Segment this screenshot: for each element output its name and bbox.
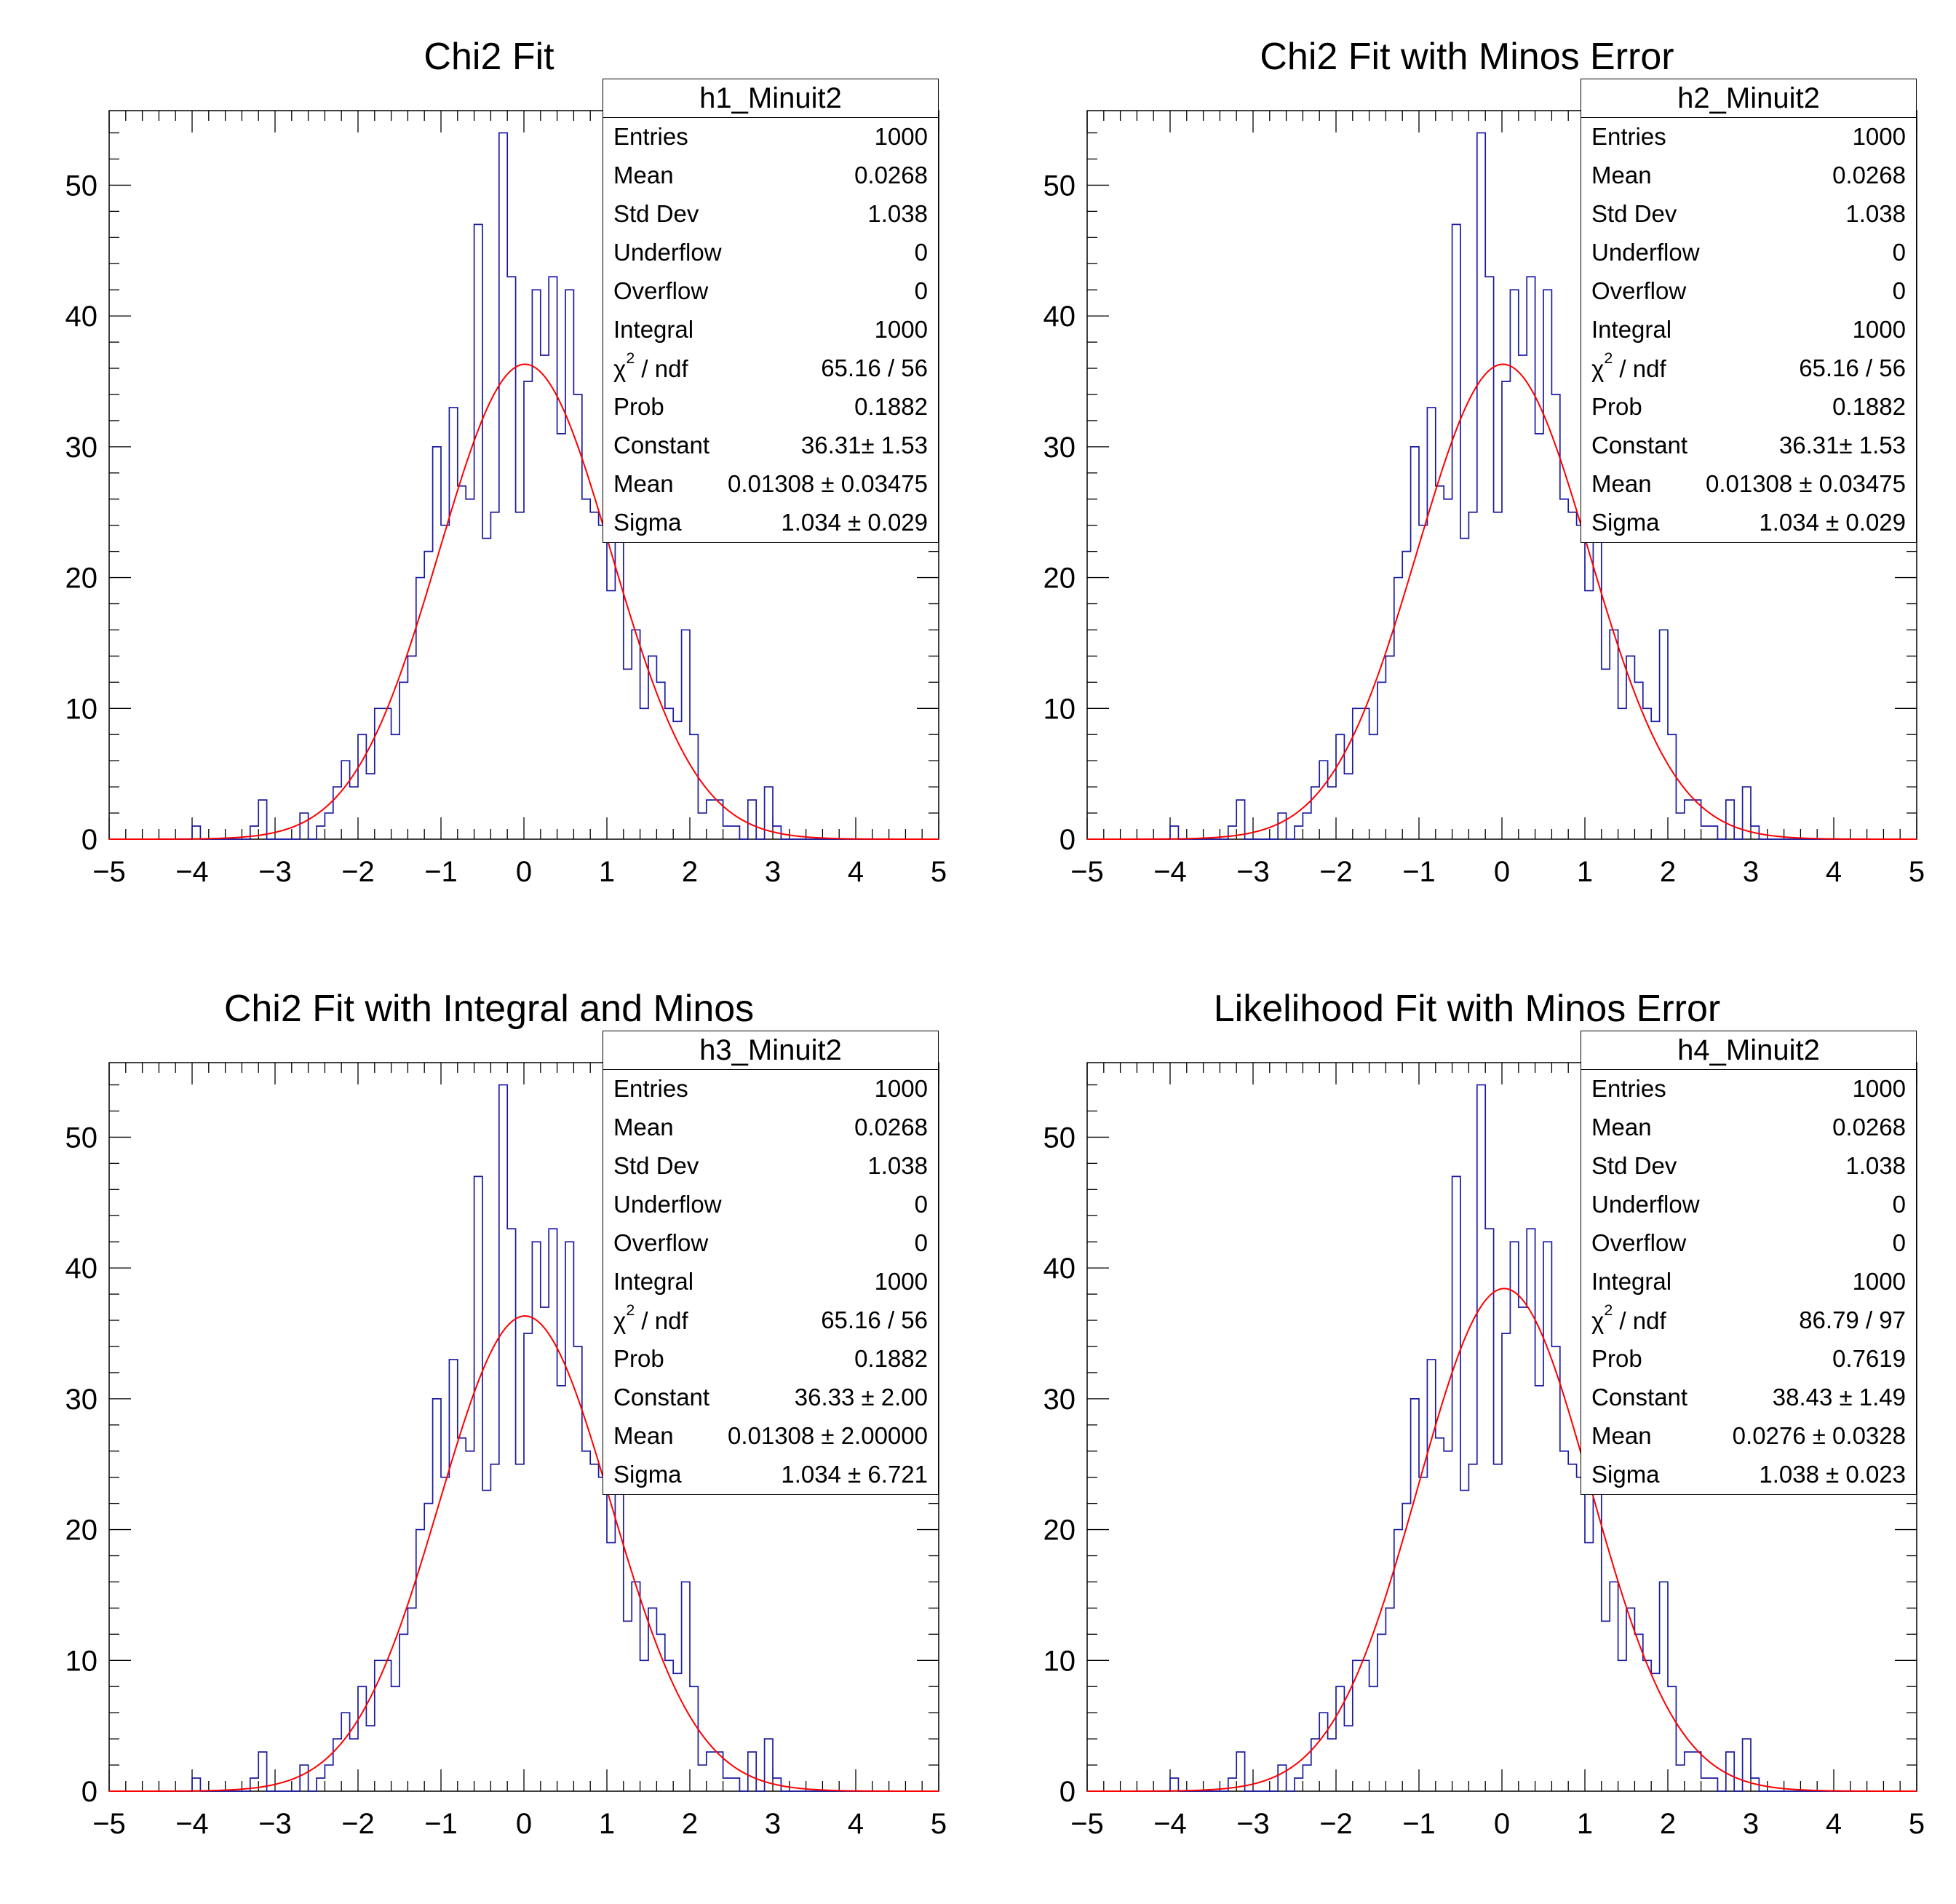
svg-text:4: 4	[848, 1808, 864, 1840]
svg-text:3: 3	[1743, 856, 1759, 888]
svg-text:0: 0	[82, 824, 98, 856]
svg-text:20: 20	[1043, 1515, 1076, 1547]
svg-text:2: 2	[682, 1808, 698, 1840]
svg-text:50: 50	[65, 170, 98, 202]
svg-text:−2: −2	[341, 856, 375, 888]
svg-text:10: 10	[1043, 693, 1076, 725]
svg-text:5: 5	[931, 1808, 947, 1840]
svg-text:3: 3	[765, 856, 781, 888]
svg-text:0: 0	[1494, 1808, 1510, 1840]
svg-text:50: 50	[1043, 1122, 1076, 1154]
svg-text:30: 30	[65, 432, 98, 464]
svg-text:4: 4	[1826, 856, 1842, 888]
svg-text:4: 4	[1826, 1808, 1842, 1840]
svg-text:10: 10	[65, 1645, 98, 1677]
svg-text:20: 20	[65, 1515, 98, 1547]
svg-text:Likelihood Fit with Minos Erro: Likelihood Fit with Minos Error	[1214, 988, 1720, 1030]
svg-text:30: 30	[1043, 1384, 1076, 1416]
svg-text:3: 3	[765, 1808, 781, 1840]
svg-text:40: 40	[1043, 1253, 1076, 1285]
svg-text:−4: −4	[1153, 1808, 1187, 1840]
svg-text:3: 3	[1743, 1808, 1759, 1840]
svg-text:−2: −2	[1319, 1808, 1353, 1840]
svg-text:4: 4	[848, 856, 864, 888]
svg-text:40: 40	[65, 1253, 98, 1285]
svg-text:−4: −4	[1153, 856, 1187, 888]
svg-text:2: 2	[1660, 856, 1676, 888]
svg-text:1: 1	[1577, 856, 1593, 888]
svg-text:−3: −3	[1236, 856, 1270, 888]
svg-text:20: 20	[65, 563, 98, 595]
svg-text:−1: −1	[1402, 1808, 1436, 1840]
svg-text:10: 10	[1043, 1645, 1076, 1677]
svg-text:0: 0	[1060, 824, 1076, 856]
svg-text:Chi2 Fit: Chi2 Fit	[424, 36, 554, 78]
svg-text:−3: −3	[1236, 1808, 1270, 1840]
svg-text:−3: −3	[258, 856, 292, 888]
svg-text:5: 5	[1909, 856, 1925, 888]
svg-text:−1: −1	[424, 856, 458, 888]
svg-text:2: 2	[1660, 1808, 1676, 1840]
svg-text:1: 1	[1577, 1808, 1593, 1840]
svg-text:50: 50	[1043, 170, 1076, 202]
svg-text:−3: −3	[258, 1808, 292, 1840]
svg-text:40: 40	[65, 301, 98, 333]
svg-text:0: 0	[516, 1808, 532, 1840]
svg-text:5: 5	[1909, 1808, 1925, 1840]
svg-text:1: 1	[599, 856, 615, 888]
svg-text:5: 5	[931, 856, 947, 888]
svg-text:30: 30	[65, 1384, 98, 1416]
svg-text:2: 2	[682, 856, 698, 888]
svg-text:−1: −1	[1402, 856, 1436, 888]
svg-text:−4: −4	[175, 1808, 209, 1840]
svg-text:−5: −5	[92, 856, 126, 888]
svg-text:0: 0	[1060, 1776, 1076, 1808]
svg-text:0: 0	[1494, 856, 1510, 888]
svg-text:30: 30	[1043, 432, 1076, 464]
svg-text:0: 0	[516, 856, 532, 888]
svg-text:Chi2 Fit with Integral and Min: Chi2 Fit with Integral and Minos	[224, 988, 754, 1030]
svg-text:20: 20	[1043, 563, 1076, 595]
svg-text:−5: −5	[1070, 1808, 1104, 1840]
svg-text:−4: −4	[175, 856, 209, 888]
svg-text:−2: −2	[1319, 856, 1353, 888]
svg-text:−5: −5	[92, 1808, 126, 1840]
svg-text:Chi2 Fit with Minos Error: Chi2 Fit with Minos Error	[1260, 36, 1674, 78]
svg-text:0: 0	[82, 1776, 98, 1808]
svg-text:1: 1	[599, 1808, 615, 1840]
svg-text:−1: −1	[424, 1808, 458, 1840]
svg-text:40: 40	[1043, 301, 1076, 333]
svg-text:50: 50	[65, 1122, 98, 1154]
svg-text:−5: −5	[1070, 856, 1104, 888]
svg-text:10: 10	[65, 693, 98, 725]
svg-text:−2: −2	[341, 1808, 375, 1840]
